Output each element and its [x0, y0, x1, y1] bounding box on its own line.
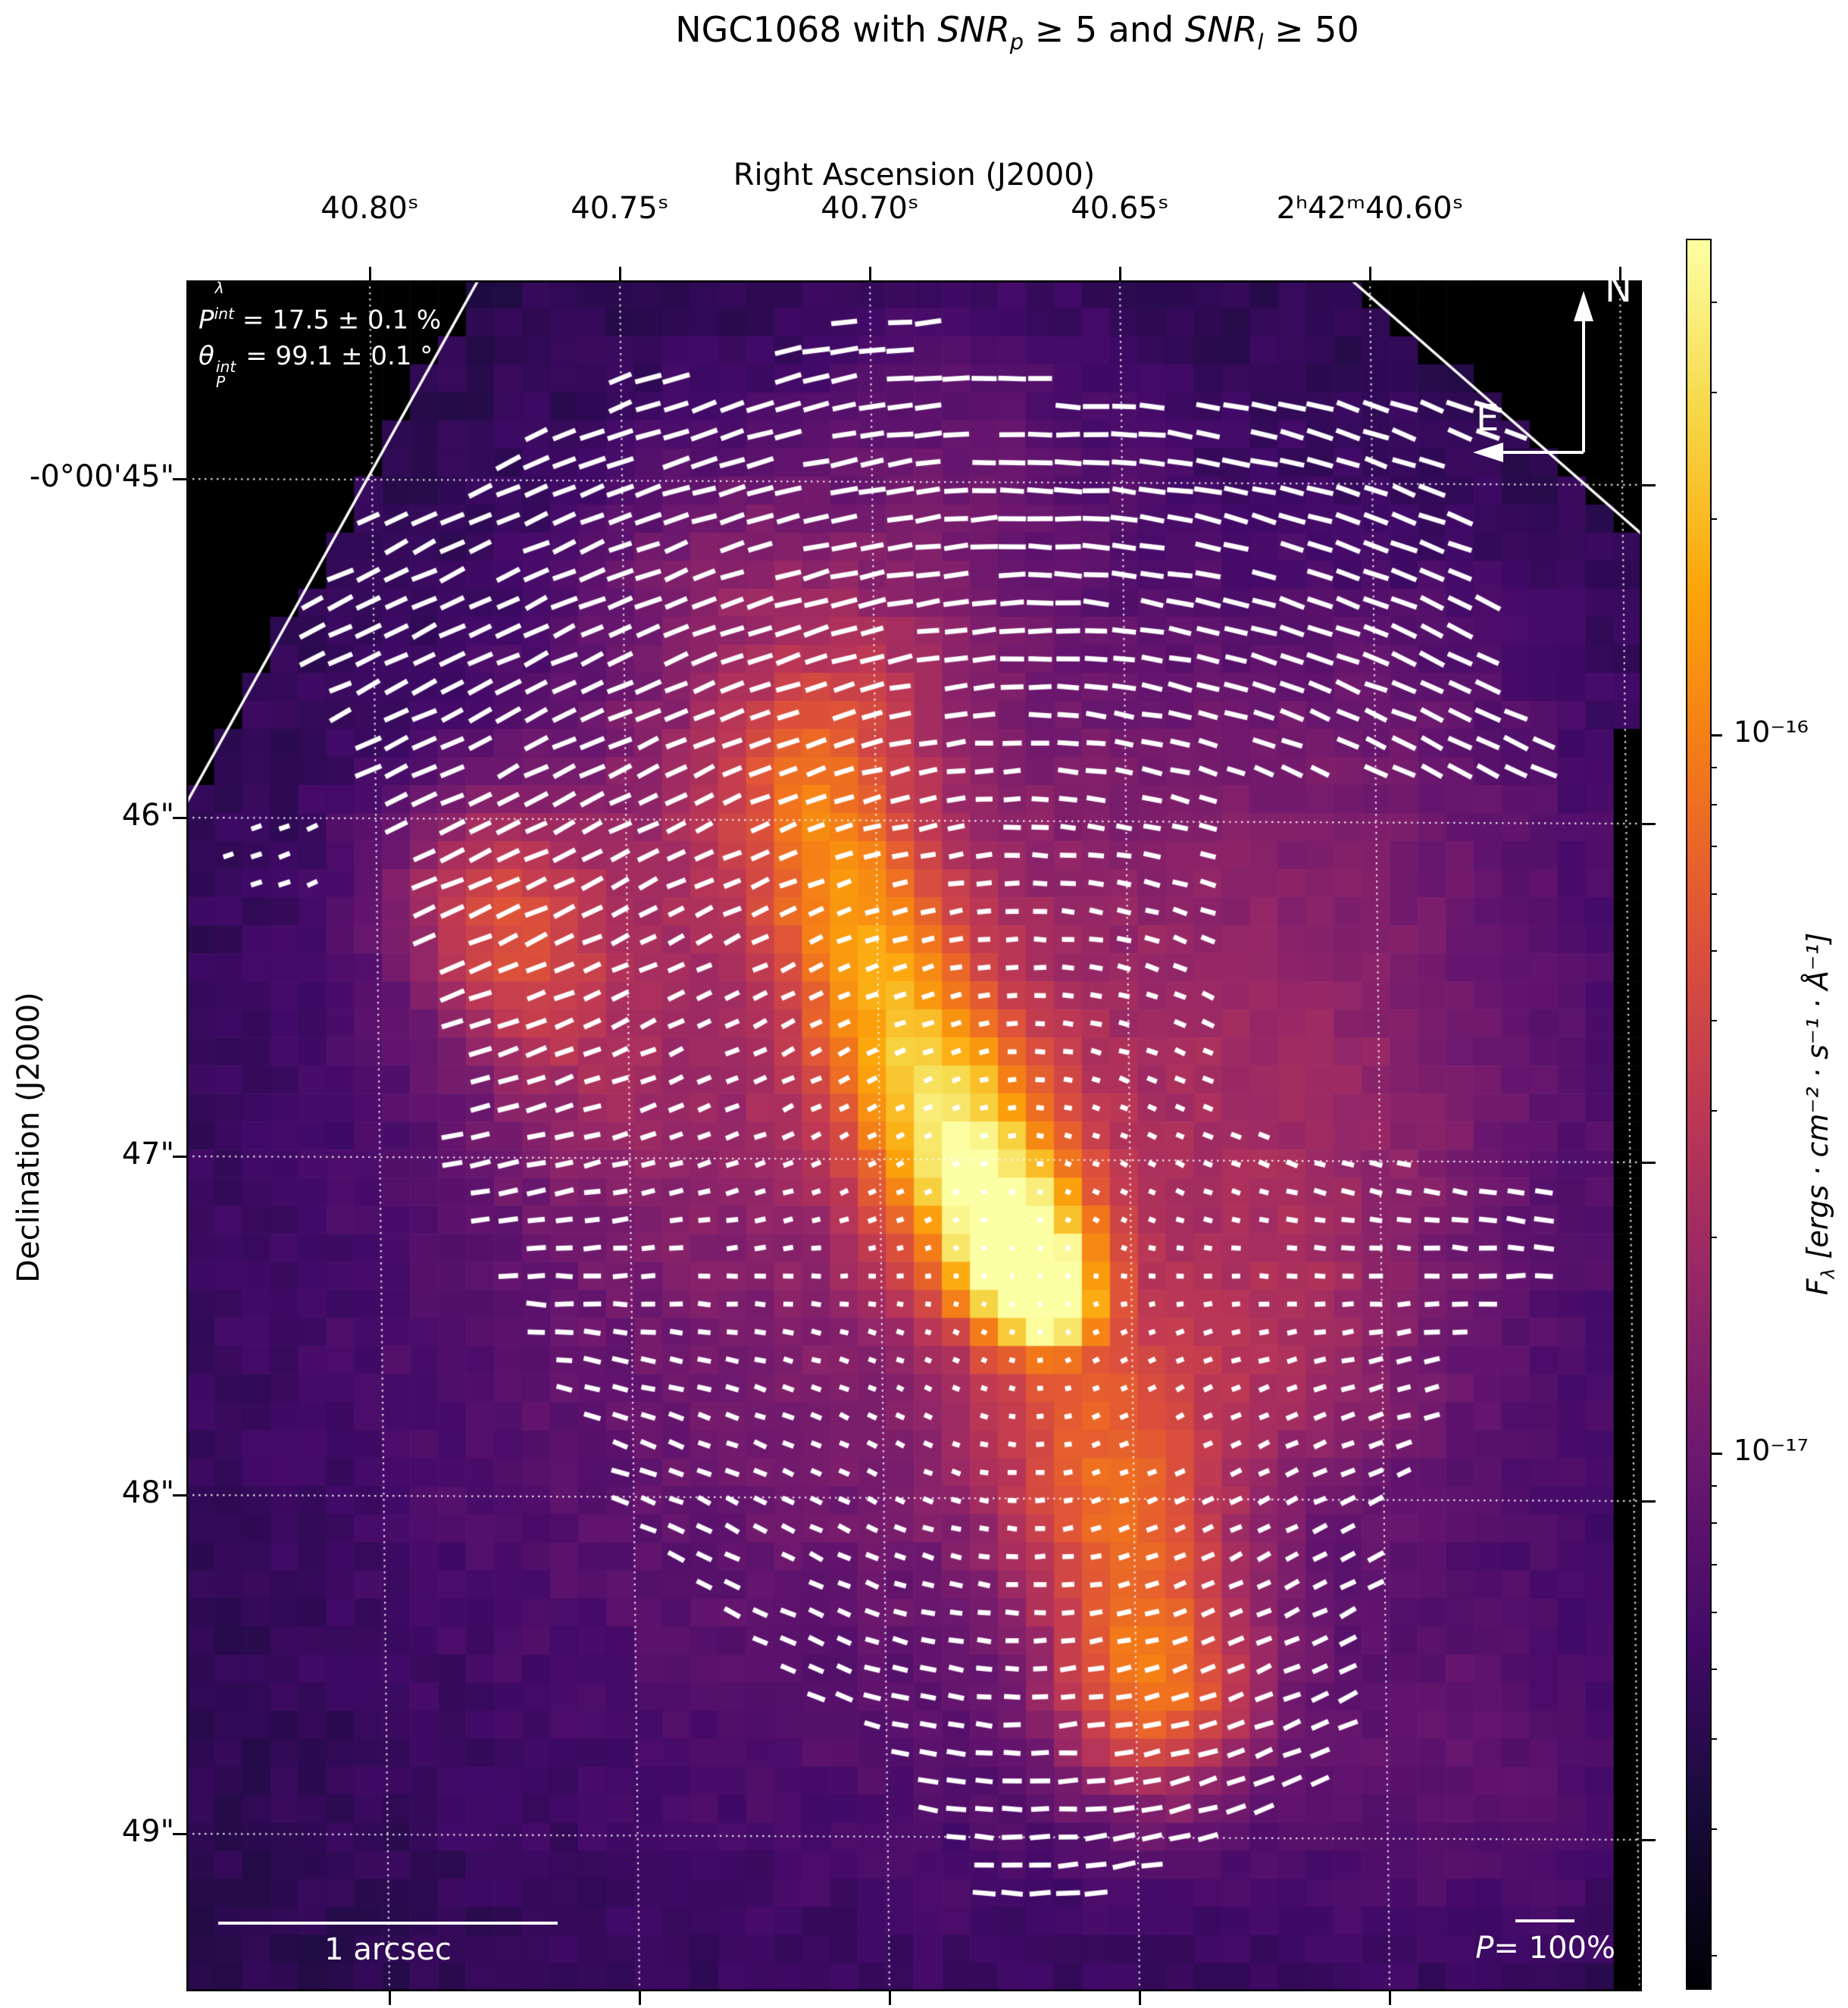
- north-arrowhead-icon: [1574, 291, 1593, 321]
- axis-tick: [1710, 1954, 1717, 1956]
- axis-tick: [1710, 767, 1717, 769]
- axis-tick: [1642, 823, 1656, 825]
- dec-tick-label: 46": [121, 798, 174, 833]
- axis-tick: [1642, 1839, 1656, 1841]
- axis-tick: [1710, 803, 1717, 805]
- axis-tick: [1710, 391, 1717, 393]
- axis-tick: [1710, 845, 1717, 847]
- sky-map-canvas: [186, 280, 1642, 1991]
- axis-tick: [1642, 484, 1656, 486]
- ra-tick-label: 40.80ˢ: [321, 191, 419, 226]
- colorbar-axis-label: Fλ [ergs · cm⁻² · s⁻¹ · Å⁻¹]: [1801, 932, 1839, 1296]
- compass-north-label: N: [1605, 268, 1632, 311]
- axis-tick: [1389, 1991, 1391, 2005]
- axis-tick: [1710, 1828, 1717, 1830]
- dec-tick-label: 47": [121, 1137, 174, 1171]
- ra-axis-label: Right Ascension (J2000): [733, 158, 1096, 192]
- dec-tick-label: 49": [121, 1814, 174, 1849]
- polarization-reference-bar: [1515, 1919, 1574, 1922]
- colorbar: [1686, 239, 1712, 1990]
- axis-tick: [173, 817, 186, 819]
- axis-tick: [1642, 1500, 1656, 1503]
- ra-tick-label: 2ʰ42ᵐ40.60ˢ: [1276, 191, 1464, 226]
- scalebar: [218, 1922, 558, 1925]
- polarization-reference-label: P= 100%: [1475, 1931, 1615, 1966]
- axis-tick: [1710, 302, 1717, 304]
- axis-tick: [1119, 267, 1121, 280]
- colorbar-tick-label: 10⁻¹⁶: [1734, 715, 1809, 749]
- ra-tick-label: 40.70ˢ: [821, 191, 919, 226]
- compass-east-label: E: [1476, 397, 1499, 439]
- axis-tick: [1710, 893, 1717, 896]
- compass: N E: [1473, 268, 1632, 462]
- axis-tick: [1710, 1612, 1717, 1614]
- axis-tick: [1710, 1738, 1717, 1741]
- ra-tick-label: 40.65ˢ: [1071, 191, 1169, 226]
- axis-tick: [1710, 1563, 1717, 1565]
- axis-tick: [173, 1156, 186, 1158]
- axis-tick: [1369, 267, 1371, 280]
- ra-tick-label: 40.75ˢ: [571, 191, 669, 226]
- axis-tick: [173, 478, 186, 480]
- axis-tick: [889, 1991, 891, 2005]
- axis-tick: [1710, 1669, 1717, 1671]
- figure-title: NGC1068 with SNRp ≥ 5 and SNRl ≥ 50: [675, 9, 1359, 55]
- axis-tick: [173, 1833, 186, 1835]
- axis-tick: [389, 1991, 391, 2005]
- axis-tick: [1710, 1020, 1717, 1022]
- axis-tick: [1710, 1522, 1717, 1524]
- colorbar-tick-label: 10⁻¹⁷: [1734, 1434, 1809, 1467]
- axis-tick: [173, 1494, 186, 1497]
- axis-tick: [869, 267, 871, 280]
- east-arrowhead-icon: [1473, 443, 1503, 462]
- axis-tick: [1710, 518, 1717, 520]
- axis-tick: [1710, 950, 1717, 952]
- annotation-polarization: Pint = 17.5 ± 0.1 %: [199, 304, 442, 336]
- axis-tick: [1619, 267, 1621, 280]
- axis-tick: [619, 267, 621, 280]
- axis-tick: [1710, 1109, 1717, 1112]
- axis-tick: [1710, 1453, 1722, 1455]
- axis-tick: [1710, 734, 1722, 737]
- annotation-theta: θ int P = 99.1 ± 0.1 °: [199, 341, 433, 391]
- dec-tick-label: -0°00'45": [29, 459, 174, 494]
- axis-tick: [1710, 1485, 1717, 1487]
- scalebar-label: 1 arcsec: [324, 1932, 452, 1967]
- axis-tick: [1642, 1162, 1656, 1164]
- axis-tick: [639, 1991, 641, 2005]
- dec-tick-label: 48": [121, 1475, 174, 1510]
- axis-tick: [1710, 1236, 1717, 1238]
- axis-tick: [1139, 1991, 1141, 2005]
- axis-tick: [369, 267, 371, 280]
